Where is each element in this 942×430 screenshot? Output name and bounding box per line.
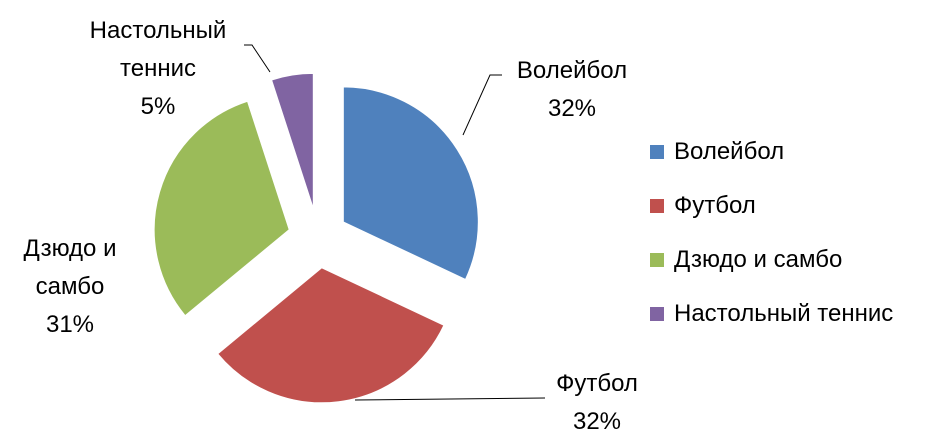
data-label: Настольный теннис 5%	[68, 12, 248, 126]
legend-label: Волейбол	[674, 138, 785, 165]
label-value: 31%	[45, 311, 95, 338]
data-label: Дзюдо и самбо 31%	[5, 230, 135, 344]
legend-label: Футбол	[674, 192, 756, 219]
label-name: Дзюдо и самбо	[23, 235, 117, 300]
label-value: 32%	[572, 408, 622, 430]
leader-line	[244, 44, 271, 73]
data-label: Футбол 32%	[517, 365, 677, 430]
leader-line	[354, 397, 546, 401]
pie-slice	[217, 267, 445, 404]
legend-swatch	[650, 307, 664, 321]
label-name: Волейбол	[516, 57, 628, 84]
label-value: 5%	[140, 93, 176, 120]
legend-label: Настольный теннис	[674, 300, 894, 327]
legend-swatch	[650, 199, 664, 213]
pie-slice	[153, 100, 290, 317]
legend-swatch	[650, 145, 664, 159]
label-value: 32%	[547, 95, 597, 122]
legend-label: Дзюдо и самбо	[674, 246, 843, 273]
data-label: Волейбол 32%	[492, 52, 652, 128]
label-name: Настольный теннис	[89, 17, 227, 82]
label-name: Футбол	[556, 370, 638, 397]
legend-swatch	[650, 253, 664, 267]
pie-slice	[270, 72, 314, 209]
leader-line	[462, 74, 502, 136]
pie-slice	[342, 86, 479, 281]
